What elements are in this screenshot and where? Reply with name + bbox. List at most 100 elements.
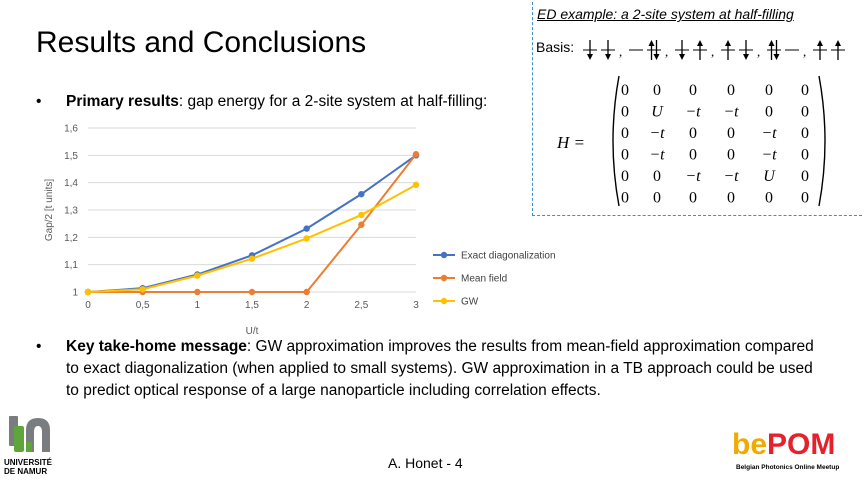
- matrix-entry: 0: [727, 125, 735, 142]
- x-tick-label: 0,5: [136, 300, 150, 311]
- x-axis-label: U/t: [246, 326, 259, 337]
- matrix-entry: 0: [689, 147, 697, 164]
- legend-label: Exact diagonalization: [461, 251, 556, 262]
- bullet-primary-results: • Primary results: gap energy for a 2-si…: [36, 91, 536, 113]
- basis-comma: ,: [803, 44, 806, 59]
- matrix-entry: 0: [727, 147, 735, 164]
- basis-state: ,: [629, 40, 668, 60]
- y-axis-label: Gap/2 [t units]: [44, 179, 55, 241]
- y-tick-label: 1,6: [64, 124, 78, 135]
- matrix-entry: 0: [689, 125, 697, 142]
- data-point: [303, 288, 310, 296]
- data-point: [139, 286, 146, 293]
- data-point: [303, 235, 310, 242]
- matrix-entry: −t: [761, 147, 777, 164]
- basis-comma: ,: [711, 44, 714, 59]
- bepom-part-be: be: [732, 428, 768, 461]
- basis-label: Basis:: [536, 39, 575, 55]
- matrix-entry: 0: [621, 82, 629, 99]
- y-tick-label: 1,5: [64, 151, 78, 162]
- basis-state: ,: [675, 40, 714, 60]
- legend-marker: [440, 251, 448, 259]
- matrix-entry: 0: [621, 168, 629, 185]
- matrix-entry: 0: [689, 82, 697, 99]
- matrix-entry: 0: [621, 190, 629, 207]
- x-tick-label: 1,5: [245, 300, 259, 311]
- matrix-entry: 0: [801, 104, 809, 121]
- matrix-entry: 0: [801, 168, 809, 185]
- matrix-entry: −t: [649, 125, 665, 142]
- x-tick-label: 2,5: [354, 300, 368, 311]
- legend-marker: [440, 297, 448, 305]
- data-point: [412, 181, 420, 189]
- matrix-entry: 0: [653, 82, 661, 99]
- basis-state: ,: [721, 40, 760, 60]
- x-tick-label: 0: [85, 300, 91, 311]
- matrix-entry: −t: [649, 147, 665, 164]
- data-point: [248, 288, 256, 296]
- data-point: [248, 255, 256, 262]
- matrix-entry: 0: [801, 125, 809, 142]
- matrix-entry: 0: [621, 104, 629, 121]
- slide-title: Results and Conclusions: [36, 26, 367, 59]
- spin-arrow-icon: [817, 40, 823, 60]
- matrix-entry: 0: [653, 190, 661, 207]
- matrix-entry: −t: [723, 104, 739, 121]
- data-point: [303, 225, 310, 232]
- matrix-entry: 0: [801, 147, 809, 164]
- data-point: [194, 288, 201, 296]
- data-point: [358, 190, 365, 198]
- y-tick-label: 1: [72, 288, 78, 299]
- basis-states-diagram: ,,,,,: [583, 40, 845, 60]
- matrix-entry: 0: [621, 147, 629, 164]
- legend-label: GW: [461, 297, 479, 308]
- matrix-label: H =: [556, 133, 585, 152]
- bullet-take-home-label: Key take-home message: [66, 338, 247, 355]
- basis-state: [813, 40, 845, 60]
- spin-arrow-icon: [773, 40, 780, 60]
- spin-arrow-icon: [725, 40, 731, 60]
- bepom-wordmark: bePOM: [732, 428, 835, 462]
- legend-marker: [440, 274, 448, 282]
- data-point: [358, 221, 365, 228]
- matrix-entry: 0: [653, 168, 661, 185]
- x-tick-label: 1: [195, 300, 201, 311]
- matrix-entry: 0: [621, 125, 629, 142]
- bullet-take-home: • Key take-home message: GW approximatio…: [36, 336, 826, 402]
- x-tick-label: 2: [304, 300, 310, 311]
- data-point: [358, 211, 365, 219]
- matrix-entry: 0: [765, 104, 773, 121]
- basis-comma: ,: [619, 44, 622, 59]
- matrix-entry: 0: [727, 82, 735, 99]
- data-point: [412, 151, 420, 158]
- spin-arrow-icon: [697, 40, 703, 60]
- matrix-entry: −t: [761, 125, 777, 142]
- right-bracket: [818, 75, 826, 207]
- matrix-entry: 0: [689, 190, 697, 207]
- series-line: [88, 153, 417, 293]
- y-tick-label: 1,4: [64, 178, 78, 189]
- unamur-logo-text: UNIVERSITÉ DE NAMUR: [4, 458, 52, 476]
- spin-arrow-icon: [648, 40, 655, 60]
- matrix-entry: 0: [727, 190, 735, 207]
- bullet-symbol: •: [36, 93, 42, 110]
- data-point: [194, 272, 201, 279]
- ed-example-box: ED example: a 2-site system at half-fill…: [532, 2, 862, 216]
- unamur-line1: UNIVERSITÉ: [4, 458, 53, 467]
- x-tick-label: 3: [413, 300, 419, 311]
- legend-label: Mean field: [461, 274, 507, 285]
- unamur-line2: DE NAMUR: [4, 467, 48, 476]
- hamiltonian-matrix: H = 0 0 0 0 0 0 0 U −t −t 0 0 0 −t 0 0 −t 0 0 −t 0 0 −t 0 0 0 −t −t U…: [556, 75, 826, 207]
- bullet-primary-text: Primary results: gap energy for a 2-site…: [66, 91, 536, 113]
- series-line: [87, 183, 417, 293]
- spin-arrow-icon: [743, 40, 749, 60]
- bullet-take-home-text: Key take-home message: GW approximation …: [66, 336, 826, 402]
- spin-arrow-icon: [679, 40, 685, 60]
- matrix-entry: 0: [801, 82, 809, 99]
- spin-arrow-icon: [768, 40, 775, 60]
- gap-energy-chart: 1 1,1 1,2 1,3 1,4 1,5 1,6 0 0,5 1 1,5 2 2,5 3 U/t Gap/2…: [44, 124, 556, 338]
- bullet-take-home-body: : GW approximation improves the results …: [66, 338, 814, 399]
- spin-arrow-icon: [605, 40, 611, 60]
- data-point: [84, 288, 92, 296]
- slide-footer: A. Honet - 4: [388, 455, 463, 471]
